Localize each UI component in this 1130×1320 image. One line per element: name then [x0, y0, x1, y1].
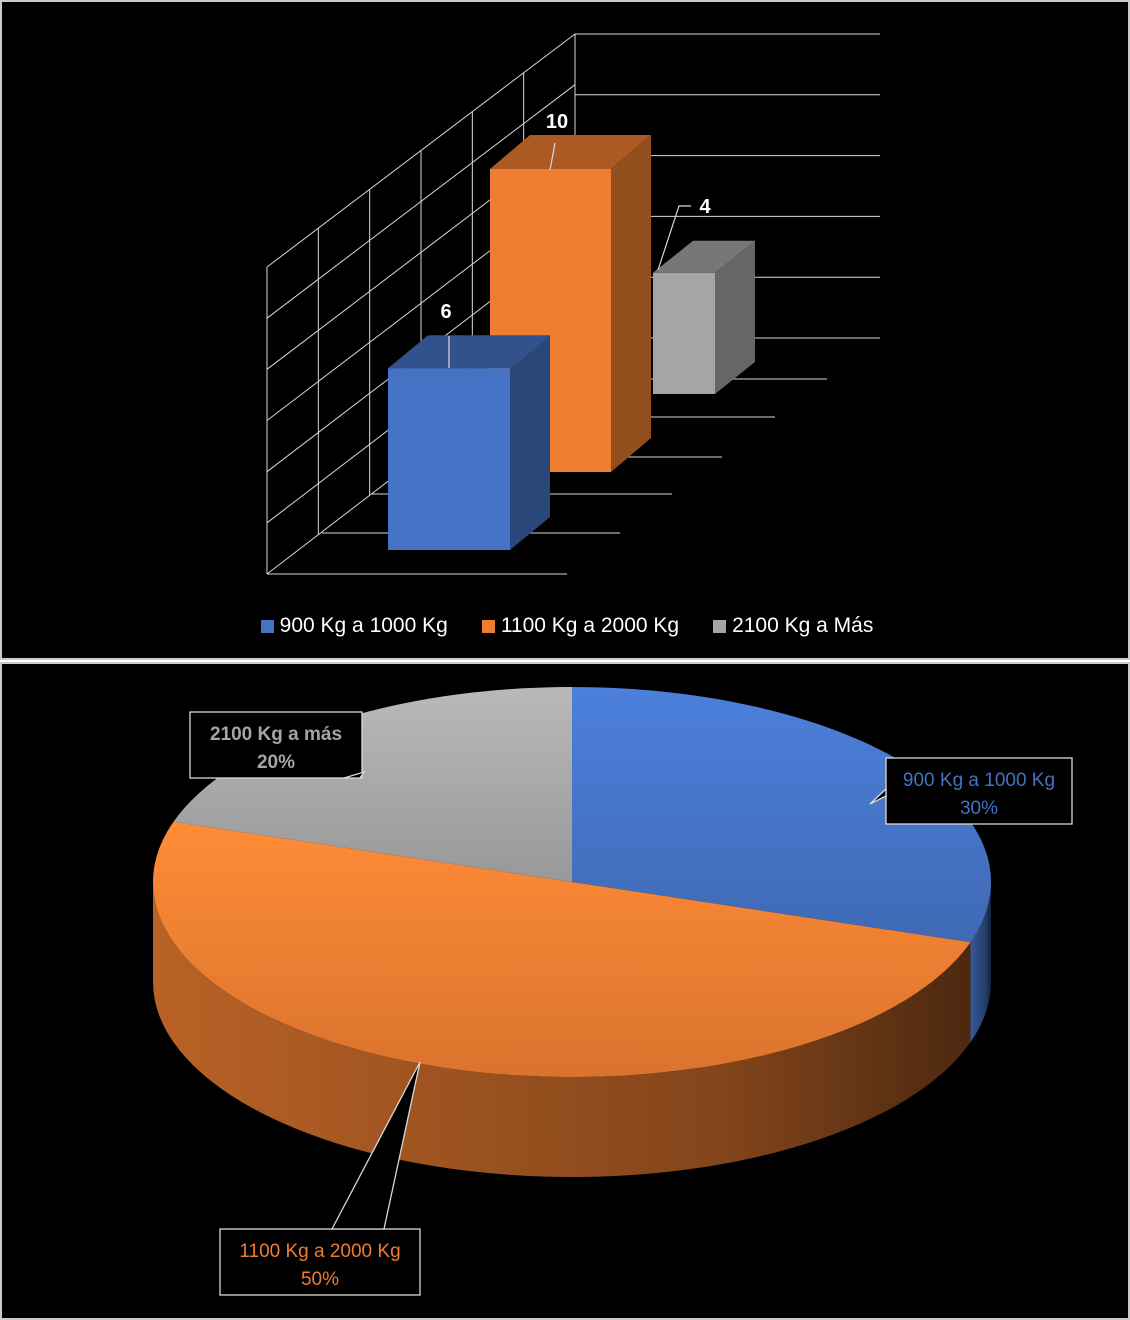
legend-label-2: 1100 Kg a 2000 Kg — [500, 614, 680, 637]
data-label-leader-3 — [657, 205, 691, 271]
legend-swatch-gray — [713, 619, 727, 633]
bar-side-2 — [611, 135, 651, 472]
callout-pointer-3 — [343, 770, 366, 779]
callout-box-3 — [189, 711, 363, 779]
callout-percent-2: 50% — [301, 1269, 339, 1290]
callout-box-2 — [219, 1228, 421, 1296]
legend-item-3: 2100 Kg a Más — [713, 614, 873, 638]
data-label-1: 6 — [440, 301, 451, 323]
bar-side-1 — [510, 335, 550, 550]
legend-swatch-orange — [481, 619, 495, 633]
bar-top-1 — [388, 335, 550, 369]
legend-label-1: 900 Kg a 1000 Kg — [279, 614, 448, 637]
legend-item-2: 1100 Kg a 2000 Kg — [481, 614, 680, 638]
data-label-2: 10 — [546, 111, 568, 133]
pie-chart: 900 Kg a 1000 Kg 30% 1100 Kg a 2000 Kg 50% 2… — [152, 687, 1073, 1296]
pie-side-2 — [153, 882, 971, 1177]
pie-slice-3 — [173, 687, 572, 882]
callout-name-1: 900 Kg a 1000 Kg — [903, 770, 1055, 791]
data-label-leader-2 — [549, 142, 556, 171]
callout-percent-3: 20% — [257, 752, 295, 773]
bar-side-3 — [715, 240, 755, 394]
pie-side-1 — [970, 882, 991, 1043]
bar-chart-panel: 6 10 4 900 Kg a 1000 Kg 1100 Kg a 2000 Kg … — [0, 0, 1130, 660]
bar-top-2 — [490, 135, 651, 169]
callout-box-1 — [885, 757, 1073, 825]
bar-front-3 — [653, 272, 715, 394]
callout-percent-1: 30% — [960, 798, 998, 819]
pie-slice-2 — [152, 821, 971, 1077]
bar-front-1 — [388, 368, 510, 550]
data-label-3: 4 — [699, 196, 711, 218]
callout-pointer-1 — [869, 787, 887, 805]
bar-chart-legend: 900 Kg a 1000 Kg 1100 Kg a 2000 Kg 2100 … — [2, 614, 1130, 638]
callout-pointer-2 — [330, 1061, 421, 1230]
pie-slice-1 — [572, 687, 991, 943]
pie-chart-panel: 900 Kg a 1000 Kg 30% 1100 Kg a 2000 Kg 50% 2… — [0, 662, 1130, 1320]
callout-name-2: 1100 Kg a 2000 Kg — [239, 1241, 400, 1262]
legend-item-1: 900 Kg a 1000 Kg — [260, 614, 448, 638]
bar-top-3 — [653, 240, 755, 273]
legend-label-3: 2100 Kg a Más — [732, 614, 874, 637]
bar-chart: 6 10 4 — [266, 33, 880, 575]
callout-name-3: 2100 Kg a más — [210, 724, 342, 745]
legend-swatch-blue — [260, 619, 274, 633]
